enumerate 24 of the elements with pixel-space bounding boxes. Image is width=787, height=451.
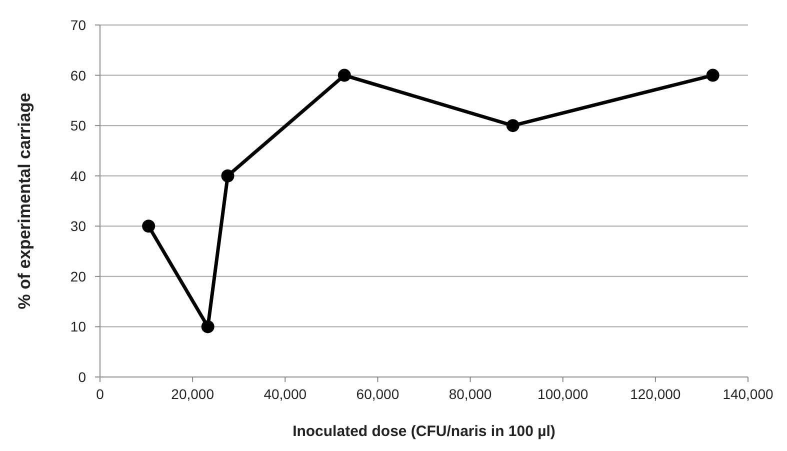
y-tick-label: 10: [70, 318, 86, 335]
point: [706, 68, 720, 82]
point: [142, 220, 156, 233]
point: [221, 169, 234, 182]
point: [338, 68, 351, 82]
x-tick-label: 60,000: [356, 386, 400, 402]
y-tick-label: 0: [78, 369, 86, 385]
point: [201, 320, 214, 334]
y-tick-label: 60: [70, 67, 86, 84]
y-tick-label: 20: [70, 268, 86, 284]
x-axis-title: Inoculated dose (CFU/naris in 100 µl): [292, 423, 556, 440]
point: [506, 119, 520, 132]
x-tick-label: 40,000: [264, 386, 307, 402]
y-tick-label: 70: [70, 17, 86, 33]
y-tick-label: 50: [70, 118, 86, 134]
y-tick-label: 30: [70, 218, 86, 234]
x-tick-label: 140,000: [722, 386, 774, 402]
x-tick-label: 120,000: [630, 386, 681, 402]
x-tick-label: 100,000: [538, 386, 588, 402]
x-tick-label: 80,000: [448, 386, 492, 402]
y-tick-label: 40: [70, 168, 86, 184]
y-axis-title: % of experimental carriage: [15, 92, 34, 310]
x-tick-label: 0: [96, 386, 104, 402]
x-tick-label: 20,000: [171, 386, 214, 402]
